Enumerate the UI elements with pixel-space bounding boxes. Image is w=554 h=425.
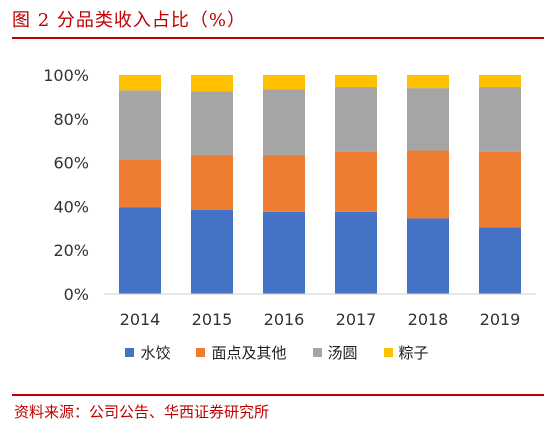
bar-segment (479, 151, 521, 228)
bar-segment (479, 87, 521, 152)
bar-segment (335, 211, 377, 294)
bar-segment (191, 209, 233, 294)
legend-label: 面点及其他 (211, 344, 287, 362)
bar-segment (335, 87, 377, 152)
legend-item: 面点及其他 (196, 342, 287, 363)
y-tick-label: 60% (53, 154, 89, 173)
x-tick-label: 2016 (264, 310, 305, 329)
y-tick-label: 0% (64, 285, 89, 304)
legend-label: 粽子 (398, 344, 429, 362)
legend-item: 水饺 (125, 342, 170, 363)
legend-swatch (196, 348, 206, 357)
chart-legend: 水饺 面点及其他 汤圆 粽子 (0, 342, 554, 363)
y-tick-label: 80% (53, 110, 89, 129)
bar-segment (119, 90, 161, 160)
bar-segment (119, 159, 161, 208)
x-tick-label: 2019 (480, 310, 521, 329)
title-rule (12, 37, 544, 39)
bar-segment (407, 218, 449, 294)
x-tick-label: 2015 (192, 310, 233, 329)
bar-segment (263, 211, 305, 294)
bar-segment (263, 154, 305, 212)
bar-segment (479, 75, 521, 88)
bar-segment (191, 75, 233, 92)
x-tick-label: 2017 (336, 310, 377, 329)
bar-segment (407, 75, 449, 89)
legend-swatch (383, 348, 393, 357)
bar-segment (479, 227, 521, 294)
bar-segment (335, 75, 377, 88)
source-note: 资料来源：公司公告、华西证券研究所 (14, 403, 270, 421)
legend-item: 粽子 (383, 342, 429, 363)
bar-segment (263, 89, 305, 155)
figure-title: 图 2 分品类收入占比（%） (12, 10, 246, 31)
bar-segment (191, 91, 233, 155)
y-tick-label: 100% (43, 66, 89, 85)
y-tick-label: 20% (53, 241, 89, 260)
bar-segment (407, 150, 449, 219)
bar-segment (263, 75, 305, 90)
bar-segment (407, 88, 449, 151)
bar-segment (119, 75, 161, 91)
bar-segment (119, 207, 161, 294)
legend-label: 水饺 (140, 344, 171, 362)
bar-segment (191, 154, 233, 210)
legend-label: 汤圆 (327, 344, 358, 362)
legend-swatch (125, 348, 135, 357)
bar-segment (335, 151, 377, 212)
y-tick-label: 40% (53, 197, 89, 216)
legend-swatch (312, 348, 322, 357)
x-tick-label: 2018 (408, 310, 449, 329)
x-tick-label: 2014 (120, 310, 161, 329)
legend-item: 汤圆 (312, 342, 358, 363)
source-rule (12, 394, 544, 396)
